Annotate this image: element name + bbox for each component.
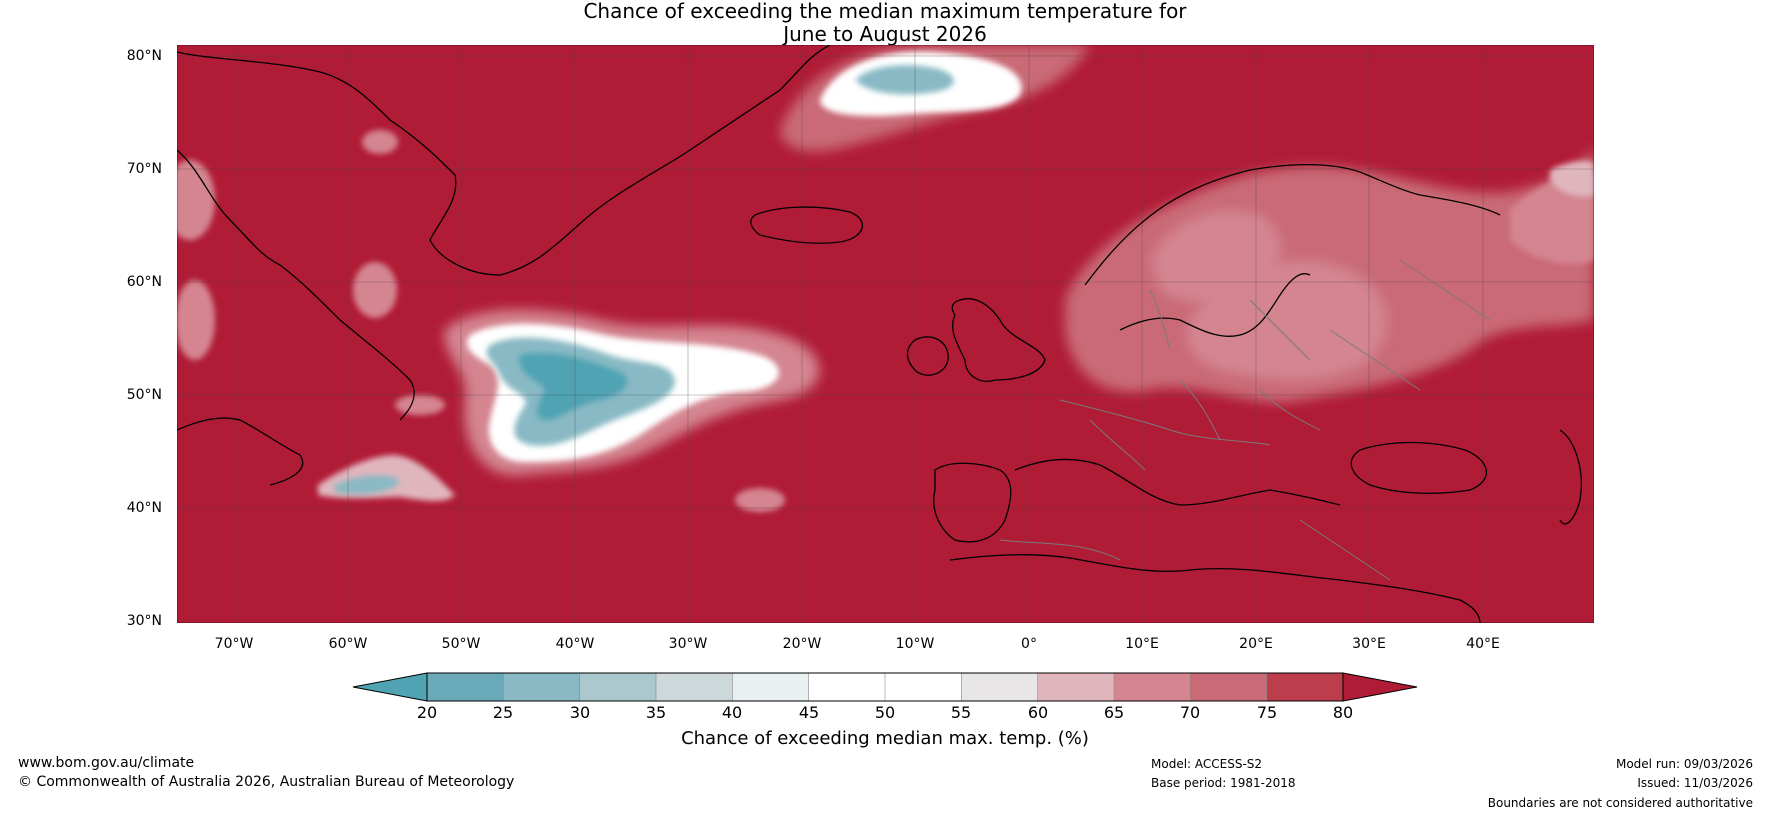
title-line-1: Chance of exceeding the median maximum t… [583, 0, 1187, 23]
colorbar-frame [426, 672, 1344, 702]
greenland-coast [177, 45, 831, 276]
newfoundland-patch [395, 395, 445, 415]
med-north-coast [1014, 458, 1341, 506]
caspian-coast [1559, 429, 1582, 525]
lon-label-60w: 60°W [328, 636, 368, 652]
colorbar-under-triangle [352, 672, 428, 702]
lon-label-0: 0° [1021, 636, 1037, 652]
probability-shading [177, 45, 1594, 512]
colorbar-tick: 40 [721, 703, 743, 722]
baltic-coast [1119, 273, 1311, 337]
colorbar-band [579, 673, 657, 701]
colorbar-tick: 50 [874, 703, 896, 722]
website-link[interactable]: www.bom.gov.au/climate [18, 755, 195, 771]
colorbar-band [427, 673, 504, 701]
iberia-coast [933, 462, 1012, 543]
lat-label-40n: 40°N [126, 500, 162, 516]
black-sea-coast [1350, 441, 1488, 494]
lat-label-70n: 70°N [126, 161, 162, 177]
colorbar-band [1114, 673, 1191, 701]
lon-label-70w: 70°W [214, 636, 254, 652]
colorbar-tick: 45 [798, 703, 820, 722]
north-africa-coast [949, 554, 1481, 623]
model-run-text: Model run: 09/03/2026 [1615, 757, 1753, 771]
issued-text: Issued: 11/03/2026 [1637, 776, 1753, 790]
lat-label-80n: 80°N [126, 48, 162, 64]
baffin-patch [177, 160, 215, 240]
norway-coast [1084, 163, 1501, 286]
title-line-2: June to August 2026 [783, 22, 987, 46]
country-borders [999, 259, 1491, 581]
colorbar-tick: 65 [1103, 703, 1125, 722]
colorbar-band [1190, 673, 1268, 701]
lon-label-40w: 40°W [555, 636, 595, 652]
baffin-coast [177, 149, 415, 421]
arctic-east-region [1550, 160, 1594, 197]
colorbar-band [808, 673, 886, 701]
map-title: Chance of exceeding the median maximum t… [0, 0, 1770, 46]
greenland-sea-cool [855, 65, 954, 95]
lon-label-30w: 30°W [668, 636, 708, 652]
colorbar-boxes [427, 673, 1344, 701]
ireland-coast [906, 336, 949, 376]
base-period-text: Base period: 1981-2018 [1151, 776, 1296, 790]
colorbar-tick: 20 [416, 703, 438, 722]
colorbar-band [503, 673, 581, 701]
colorbar-band [961, 673, 1039, 701]
disclaimer-text: Boundaries are not considered authoritat… [1487, 796, 1753, 810]
west-edge-patch [177, 280, 215, 360]
colorbar-band [1037, 673, 1115, 701]
iceland-coast [750, 206, 863, 244]
lon-label-40e: 40°E [1466, 636, 1500, 652]
labrador-patch [353, 262, 397, 318]
azores-patch [735, 488, 785, 512]
colorbar-label: Chance of exceeding median max. temp. (%… [681, 728, 1089, 749]
lon-label-20w: 20°W [782, 636, 822, 652]
colorbar-tick: 60 [1027, 703, 1049, 722]
lat-label-60n: 60°N [126, 274, 162, 290]
lon-label-50w: 50°W [441, 636, 481, 652]
colorbar-band [656, 673, 733, 701]
lon-label-30e: 30°E [1352, 636, 1386, 652]
lon-label-10w: 10°W [895, 636, 935, 652]
southwest-cool-region [333, 475, 400, 495]
lat-label-30n: 30°N [126, 613, 162, 629]
scandinavia-region [1150, 210, 1281, 304]
colorbar-tick: 80 [1332, 703, 1354, 722]
lon-label-20e: 20°E [1239, 636, 1273, 652]
colorbar-band [885, 673, 962, 701]
colorbar-tick: 55 [950, 703, 972, 722]
colorbar-band [1266, 673, 1344, 701]
colorbar-band [732, 673, 810, 701]
lat-label-50n: 50°N [126, 387, 162, 403]
colorbar-tick: 70 [1179, 703, 1201, 722]
colorbar-tick: 35 [645, 703, 667, 722]
colorbar-tick: 30 [569, 703, 591, 722]
model-text: Model: ACCESS-S2 [1151, 757, 1263, 771]
lon-label-10e: 10°E [1125, 636, 1159, 652]
colorbar-over-triangle [1342, 672, 1418, 702]
colorbar [352, 672, 1418, 702]
copyright-text: © Commonwealth of Australia 2026, Austra… [18, 774, 515, 790]
coastlines [177, 45, 1582, 623]
colorbar-tick: 75 [1256, 703, 1278, 722]
russia-east-region [1510, 173, 1594, 264]
greenland-east-patch [362, 130, 398, 154]
graticule [177, 45, 1594, 623]
uk-coast [951, 298, 1046, 382]
atlantic-core-region [519, 352, 628, 420]
colorbar-tick: 25 [492, 703, 514, 722]
labrador-coast [177, 417, 304, 486]
